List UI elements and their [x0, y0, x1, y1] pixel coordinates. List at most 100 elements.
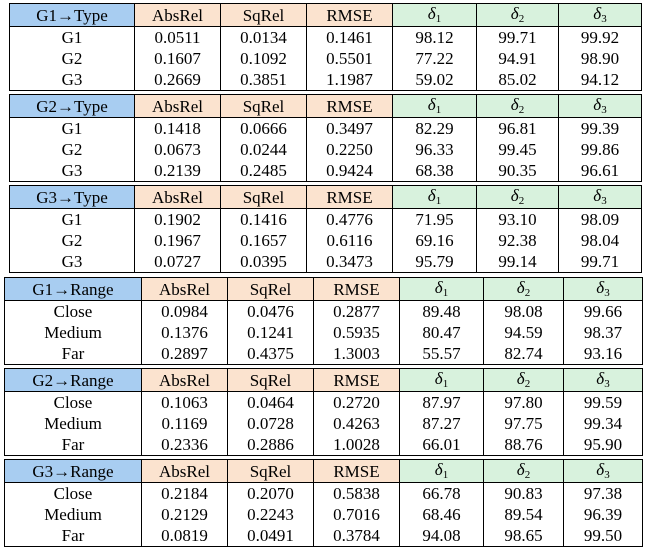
table-row: G2 0.0673 0.0244 0.2250 96.33 99.45 99.86 — [9, 139, 642, 160]
value-cell: 0.1416 — [220, 208, 307, 230]
row-label: Medium — [4, 413, 142, 434]
value-cell: 0.3851 — [220, 69, 307, 91]
value-cell: 96.61 — [558, 160, 642, 182]
value-cell: 0.3497 — [306, 117, 393, 139]
table-row: G1 0.1902 0.1416 0.4776 71.95 93.10 98.09 — [9, 208, 642, 230]
results-block-g3-range: G3→Range AbsRel SqRel RMSE δ1 δ2 δ3 Close 0.2184… — [4, 459, 643, 547]
value-cell: 0.0395 — [220, 251, 307, 273]
value-cell: 96.81 — [476, 117, 559, 139]
table-row: Close 0.0984 0.0476 0.2877 89.48 98.08 99.66 — [4, 300, 643, 322]
table-row: G1 0.0511 0.0134 0.1461 98.12 99.71 99.92 — [9, 26, 642, 48]
delta-symbol: δ — [434, 278, 443, 297]
block-kind: Range — [70, 279, 114, 299]
value-cell: 0.5838 — [313, 482, 400, 504]
value-cell: 96.33 — [392, 139, 477, 160]
value-cell: 0.2336 — [141, 434, 228, 456]
delta-subscript: 3 — [604, 469, 610, 481]
header-row: G3→Range AbsRel SqRel RMSE δ1 δ2 δ3 — [4, 459, 643, 483]
value-cell: 77.22 — [392, 48, 477, 69]
results-block-g3-type: G3→Type AbsRel SqRel RMSE δ1 δ2 δ3 G1 0.1902 0.14… — [9, 185, 642, 273]
value-cell: 0.3473 — [306, 251, 393, 273]
value-cell: 68.46 — [399, 504, 484, 525]
results-block-g2-range: G2→Range AbsRel SqRel RMSE δ1 δ2 δ3 Close 0.1063… — [4, 368, 643, 456]
value-cell: 99.66 — [563, 300, 643, 322]
value-cell: 94.12 — [558, 69, 642, 91]
value-cell: 0.2897 — [141, 343, 228, 365]
table-row: G2 0.1607 0.1092 0.5501 77.22 94.91 98.90 — [9, 48, 642, 69]
column-header: δ1 — [399, 277, 484, 301]
column-header: δ3 — [563, 368, 643, 392]
column-header: AbsRel — [134, 94, 221, 118]
value-cell: 98.04 — [558, 230, 642, 251]
column-header: RMSE — [313, 368, 400, 392]
row-label: G3 — [9, 251, 135, 273]
value-cell: 0.2070 — [227, 482, 314, 504]
value-cell: 0.0727 — [134, 251, 221, 273]
delta-subscript: 3 — [604, 287, 610, 299]
value-cell: 0.0728 — [227, 413, 314, 434]
value-cell: 99.86 — [558, 139, 642, 160]
value-cell: 0.7016 — [313, 504, 400, 525]
column-header: δ1 — [392, 94, 477, 118]
value-cell: 97.38 — [563, 482, 643, 504]
value-cell: 0.1241 — [227, 322, 314, 343]
delta-symbol: δ — [510, 95, 519, 114]
value-cell: 0.1902 — [134, 208, 221, 230]
value-cell: 0.2250 — [306, 139, 393, 160]
value-cell: 80.47 — [399, 322, 484, 343]
value-cell: 68.38 — [392, 160, 477, 182]
block-group: G1 — [36, 5, 58, 25]
header-row: G2→Range AbsRel SqRel RMSE δ1 δ2 δ3 — [4, 368, 643, 392]
value-cell: 0.6116 — [306, 230, 393, 251]
delta-subscript: 1 — [435, 195, 442, 207]
column-header: δ3 — [558, 94, 642, 118]
value-cell: 0.0491 — [227, 525, 314, 547]
column-header: δ3 — [558, 3, 642, 27]
row-label: G3 — [9, 69, 135, 91]
block-kind: Range — [70, 370, 114, 390]
value-cell: 0.1967 — [134, 230, 221, 251]
delta-symbol: δ — [516, 278, 525, 297]
value-cell: 0.1657 — [220, 230, 307, 251]
value-cell: 93.10 — [476, 208, 559, 230]
column-header: AbsRel — [141, 459, 228, 483]
value-cell: 89.48 — [399, 300, 484, 322]
table-row: G3 0.2139 0.2485 0.9424 68.38 90.35 96.61 — [9, 160, 642, 182]
column-header: SqRel — [220, 185, 307, 209]
value-cell: 66.01 — [399, 434, 484, 456]
delta-symbol: δ — [510, 4, 519, 23]
table-row: Far 0.0819 0.0491 0.3784 94.08 98.65 99.50 — [4, 525, 643, 547]
value-cell: 0.1607 — [134, 48, 221, 69]
value-cell: 99.71 — [476, 26, 559, 48]
value-cell: 0.1418 — [134, 117, 221, 139]
delta-subscript: 1 — [442, 378, 449, 390]
value-cell: 99.92 — [558, 26, 642, 48]
block-group: G2 — [32, 370, 54, 390]
value-cell: 0.0984 — [141, 300, 228, 322]
block-label: G2→Type — [9, 94, 135, 118]
row-label: G2 — [9, 139, 135, 160]
block-kind: Type — [74, 5, 108, 25]
delta-subscript: 2 — [524, 469, 531, 481]
table-row: Medium 0.2129 0.2243 0.7016 68.46 89.54 96.39 — [4, 504, 643, 525]
value-cell: 93.16 — [563, 343, 643, 365]
table-row: Far 0.2336 0.2886 1.0028 66.01 88.76 95.90 — [4, 434, 643, 456]
block-group: G3 — [32, 461, 54, 481]
results-block-g2-type: G2→Type AbsRel SqRel RMSE δ1 δ2 δ3 G1 0.1418 0.06… — [9, 94, 642, 182]
table-row: Medium 0.1376 0.1241 0.5935 80.47 94.59 98.37 — [4, 322, 643, 343]
delta-symbol: δ — [427, 186, 436, 205]
delta-symbol: δ — [593, 186, 602, 205]
arrow-glyph: → — [53, 279, 71, 299]
row-label: G2 — [9, 48, 135, 69]
delta-subscript: 2 — [524, 287, 531, 299]
results-block-g1-range: G1→Range AbsRel SqRel RMSE δ1 δ2 δ3 Close 0.0984… — [4, 277, 643, 365]
column-header: AbsRel — [141, 368, 228, 392]
value-cell: 71.95 — [392, 208, 477, 230]
value-cell: 99.71 — [558, 251, 642, 273]
row-label: G3 — [9, 160, 135, 182]
column-header: RMSE — [306, 185, 393, 209]
value-cell: 0.2243 — [227, 504, 314, 525]
row-label: G2 — [9, 230, 135, 251]
row-label: Far — [4, 434, 142, 456]
